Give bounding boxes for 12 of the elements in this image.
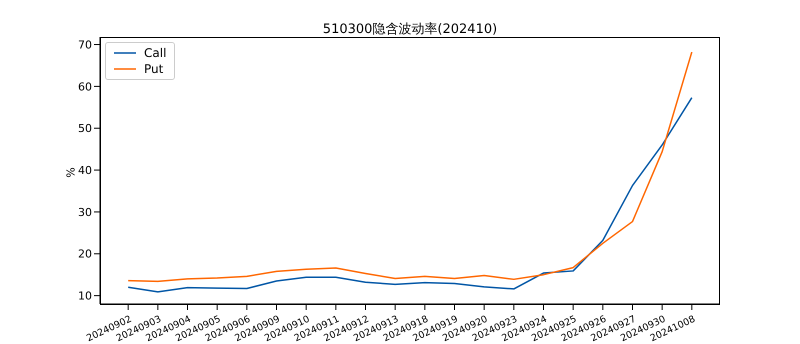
y-tick-label: 50 (78, 122, 92, 136)
y-tick-label: 20 (78, 248, 92, 261)
y-tick-label: 70 (78, 38, 92, 52)
y-axis-title: % (64, 167, 78, 178)
y-tick-label: 30 (78, 206, 92, 219)
y-tick-label: 60 (78, 80, 92, 94)
chart-title: 510300隐含波动率(202410) (322, 21, 498, 38)
y-tick-label: 10 (78, 290, 92, 303)
legend-label: Put (144, 61, 164, 77)
line-series (127, 96, 693, 293)
legend-label: Call (144, 45, 166, 61)
y-tick-label: 40 (78, 164, 92, 177)
